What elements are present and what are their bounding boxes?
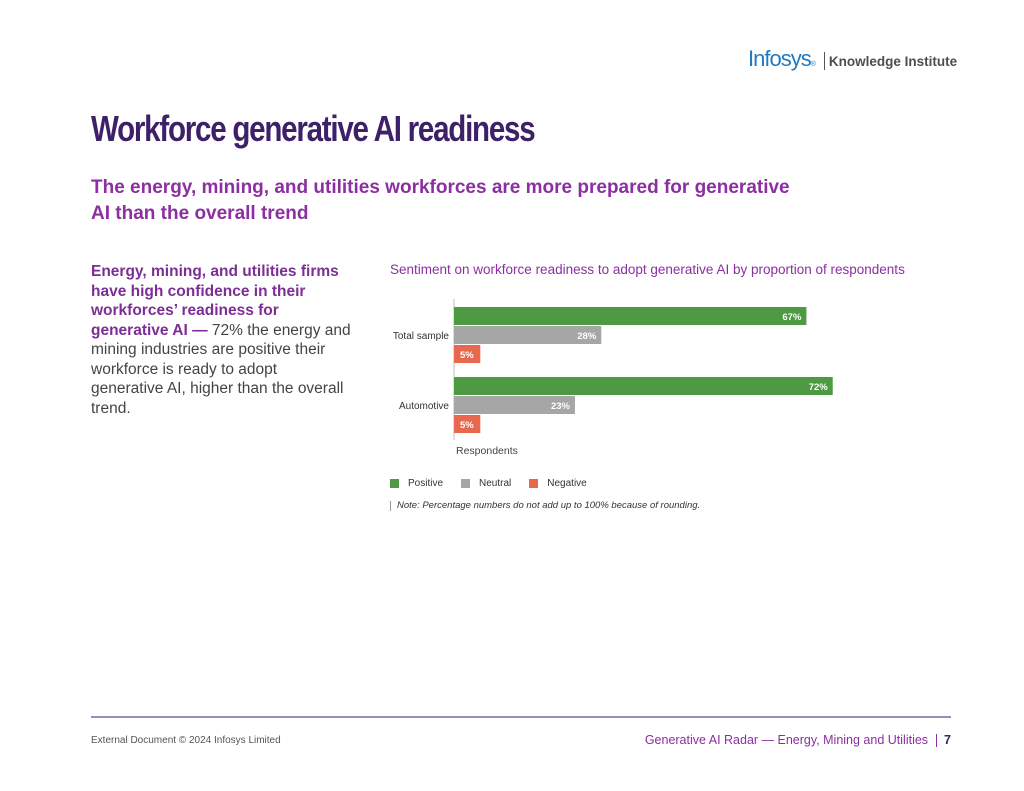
footer-title-text: Generative AI Radar — Energy, Mining and… [644,733,929,747]
footer-divider [91,716,951,718]
note-text: Note: Percentage numbers do not add up t… [397,500,701,511]
page-number: 7 [944,733,951,747]
footer-document-title: Generative AI Radar — Energy, Mining and… [645,733,951,747]
page-subtitle: The energy, mining, and utilities workfo… [91,177,790,224]
lead-highlight: Energy, mining, and utilities firms have… [91,263,339,339]
logo-divider [823,52,825,70]
data-label-positive-0: 67% [782,312,802,323]
data-label-neutral-0: 28% [577,331,597,342]
legend-item-positive: Positive [390,478,443,489]
legend-item-neutral: Neutral [461,478,511,489]
logo-brand: Infosys [748,46,812,71]
legend-label-neutral: Neutral [479,478,512,489]
x-axis-label: Respondents [456,445,518,457]
legend-swatch-neutral [461,479,471,488]
category-label-1: Automotive [399,401,449,412]
logo-registered-mark: ® [810,61,816,68]
bar-negative-0 [454,345,481,363]
footer-separator [936,733,938,747]
data-label-negative-1: 5% [460,420,474,431]
data-label-neutral-1: 23% [551,401,571,412]
legend-label-negative: Negative [547,478,587,489]
legend-item-negative: Negative [529,478,587,489]
lead-paragraph: Energy, mining, and utilities firms have… [91,262,351,418]
page-title: Workforce generative AI readiness [91,108,536,149]
legend-label-positive: Positive [408,478,444,489]
data-label-positive-1: 72% [809,382,829,393]
logo-subtitle: Knowledge Institute [828,54,958,69]
bar-positive-1 [454,377,833,395]
note-divider [390,500,391,511]
bar-neutral-1 [454,396,575,414]
infosys-logo: Infosys ® Knowledge Institute [748,46,957,76]
footer-copyright: External Document © 2024 Infosys Limited [91,735,281,746]
data-label-negative-0: 5% [460,350,474,361]
legend-swatch-negative [529,479,539,488]
bar-neutral-0 [454,326,602,344]
chart-legend: Positive Neutral Negative [390,478,605,489]
lead-text: 72% the energy and mining industries are… [91,321,351,417]
bar-chart: 67% 28% 5% Total sample 72% 23% 5% Automotive Re… [393,299,833,457]
bar-positive-0 [454,307,807,325]
legend-swatch-positive [390,479,399,488]
chart-title: Sentiment on workforce readiness to adop… [390,262,905,277]
chart-note: Note: Percentage numbers do not add up t… [390,500,700,511]
category-label-0: Total sample [393,331,450,342]
bar-negative-1 [454,415,481,433]
